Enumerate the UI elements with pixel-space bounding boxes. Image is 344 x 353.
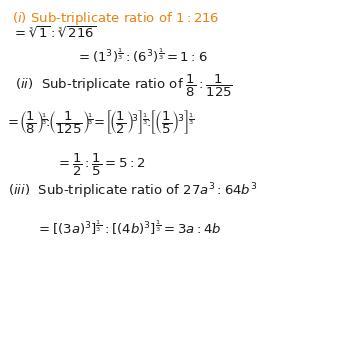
Text: $\mathit{(i)}$ Sub-triplicate ratio of $1:216$: $\mathit{(i)}$ Sub-triplicate ratio of $… — [12, 10, 219, 27]
Text: $(\mathit{ii})$  Sub-triplicate ratio of $\dfrac{1}{8}:\dfrac{1}{125}$: $(\mathit{ii})$ Sub-triplicate ratio of … — [15, 73, 233, 99]
Text: $= \dfrac{1}{2}:\dfrac{1}{5} = 5:2$: $= \dfrac{1}{2}:\dfrac{1}{5} = 5:2$ — [56, 152, 146, 178]
Text: $= \sqrt[3]{1} : \sqrt[3]{216}$: $= \sqrt[3]{1} : \sqrt[3]{216}$ — [12, 26, 97, 41]
Text: $(\mathit{iii})$  Sub-triplicate ratio of $27a^3:64b^3$: $(\mathit{iii})$ Sub-triplicate ratio of… — [8, 182, 258, 201]
Text: $= \left[(3a)^3\right]^{\frac{1}{3}}:\left[(4b)^3\right]^{\frac{1}{3}} = 3a:4b$: $= \left[(3a)^3\right]^{\frac{1}{3}}:\le… — [35, 219, 221, 237]
Text: $= (1^3)^{\frac{1}{3}}:(6^3)^{\frac{1}{3}} = 1:6$: $= (1^3)^{\frac{1}{3}}:(6^3)^{\frac{1}{3… — [76, 47, 208, 65]
Text: $=\!\left(\dfrac{1}{8}\right)^{\!\frac{1}{3}}\!\!:\!\!\left(\dfrac{1}{125}\right: $=\!\left(\dfrac{1}{8}\right)^{\!\frac{1… — [5, 108, 194, 136]
